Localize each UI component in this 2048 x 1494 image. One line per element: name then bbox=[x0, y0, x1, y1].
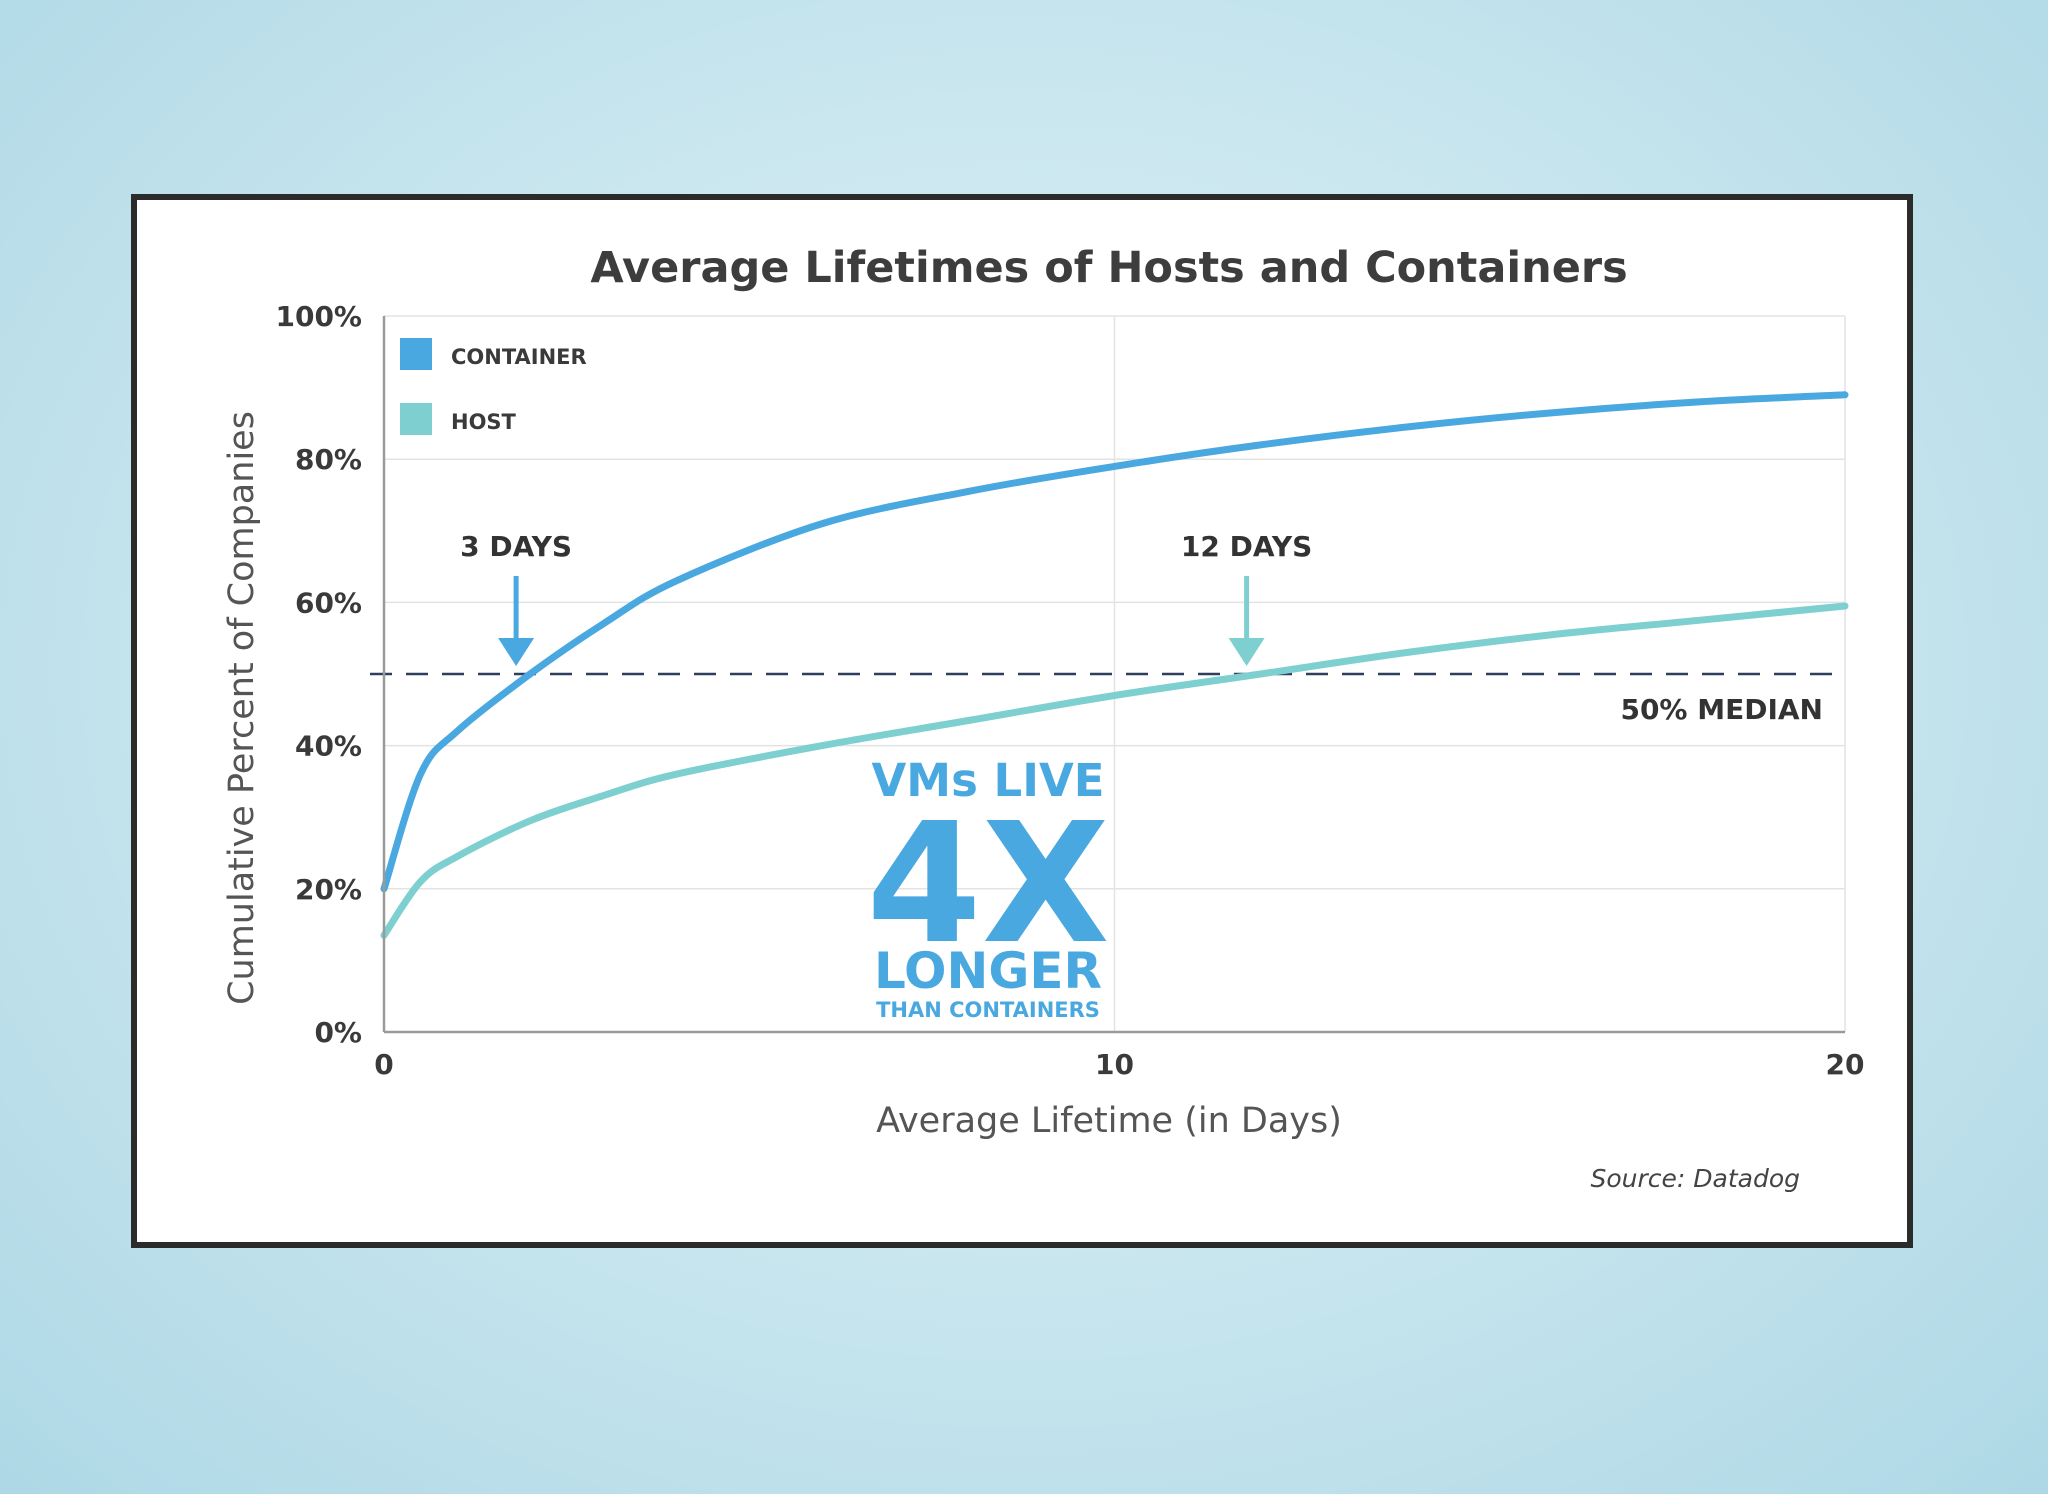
x-tick-label: 0 bbox=[374, 1048, 393, 1081]
callout: VMs LIVE 4X LONGER THAN CONTAINERS bbox=[866, 754, 1110, 1022]
chart-svg: Average Lifetimes of Hosts and Container… bbox=[222, 243, 1864, 1193]
annotation-arrow-head bbox=[498, 638, 535, 666]
y-tick-label: 100% bbox=[275, 300, 362, 333]
callout-line-3: LONGER bbox=[874, 942, 1102, 1000]
x-tick-label: 20 bbox=[1826, 1048, 1865, 1081]
source-note: Source: Datadog bbox=[1590, 1164, 1800, 1193]
callout-line-1: VMs LIVE bbox=[871, 754, 1104, 807]
series-line-container bbox=[380, 391, 1849, 893]
y-tick-label: 80% bbox=[295, 443, 362, 476]
annotation-arrow-head bbox=[1228, 638, 1265, 666]
legend-label-container: CONTAINER bbox=[451, 345, 587, 369]
series-lines bbox=[380, 391, 1849, 939]
y-tick-label: 0% bbox=[314, 1016, 362, 1049]
y-tick-label: 60% bbox=[295, 586, 362, 619]
gridlines bbox=[384, 315, 1846, 1032]
y-tick-label: 40% bbox=[295, 730, 362, 763]
x-tick-label: 10 bbox=[1095, 1048, 1134, 1081]
median-reference: 50% MEDIAN bbox=[370, 672, 1845, 726]
legend: CONTAINER HOST bbox=[400, 338, 587, 435]
annotation-label: 12 DAYS bbox=[1181, 530, 1312, 563]
x-axis-title: Average Lifetime (in Days) bbox=[876, 1101, 1342, 1141]
y-tick-label: 20% bbox=[295, 873, 362, 906]
annotations: 3 DAYS 12 DAYS bbox=[460, 530, 1312, 666]
legend-swatch-container bbox=[400, 338, 432, 370]
tick-labels: 0% 20% 40% 60% 80% 100% 0 10 20 bbox=[275, 300, 1864, 1081]
series-line-host bbox=[380, 602, 1849, 939]
legend-swatch-host bbox=[400, 403, 432, 435]
y-axis-title: Cumulative Percent of Companies bbox=[222, 411, 262, 1005]
callout-line-4: THAN CONTAINERS bbox=[876, 998, 1100, 1022]
chart-title: Average Lifetimes of Hosts and Container… bbox=[590, 243, 1627, 293]
axes bbox=[382, 316, 1845, 1034]
annotation-label: 3 DAYS bbox=[460, 530, 572, 563]
chart-frame: Average Lifetimes of Hosts and Container… bbox=[131, 194, 1913, 1248]
median-label: 50% MEDIAN bbox=[1620, 693, 1823, 726]
callout-line-2: 4X bbox=[866, 788, 1110, 981]
legend-label-host: HOST bbox=[451, 410, 517, 434]
